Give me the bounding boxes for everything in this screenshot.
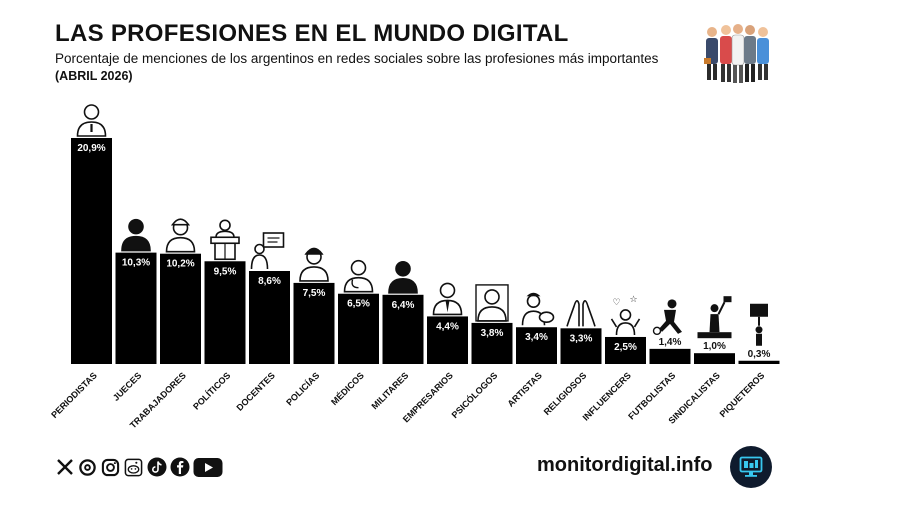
bar-periodistas [71,138,112,364]
bar-jueces [115,252,157,364]
judge-icon [121,218,151,252]
category-label: DOCENTES [234,370,276,412]
facebook-icon[interactable] [169,457,190,478]
category-label: JUECES [111,370,144,403]
bars [71,138,780,364]
worker-icon [165,218,196,253]
category-label: MILITARES [370,370,411,411]
bar-trabajadores [160,253,201,364]
businessman-icon [432,282,463,316]
value-label: 1,4% [659,337,682,348]
influencer-icon: ♡ ☆ [610,295,641,335]
bar-empresarios [427,316,468,364]
value-label: 10,3% [122,258,150,269]
value-label: 6,4% [392,300,415,311]
chart-subtitle: Porcentaje de menciones de los argentino… [55,51,659,66]
bar-artistas [516,327,557,364]
category-label: PIQUETEROS [718,370,767,419]
bar-médicos [338,293,379,364]
psychologist-icon [475,284,509,322]
bar-militares [382,294,424,364]
value-label: 8,6% [258,276,281,287]
reddit-icon[interactable] [123,457,144,478]
artist-icon [521,292,555,326]
bar-docentes [249,271,290,364]
category-label: ARTISTAS [505,370,543,408]
value-label: 1,0% [703,341,726,352]
value-label: 9,5% [214,266,237,277]
bar-influencers [605,336,646,364]
bar-piqueteros [738,360,780,364]
bar-psicólogos [471,322,513,364]
police-icon [299,247,329,282]
bar-futbolistas [649,348,691,364]
value-labels: 20,9% 10,3% 10,2% 9,5% 8,6% 7,5% 6,5% 6,4% 4,4% 3… [77,143,770,360]
threads-icon[interactable] [77,457,98,478]
praying-hands-icon [566,300,596,327]
chart-date: (ABRIL 2026) [55,69,133,83]
politician-icon [210,219,240,261]
protester-icon [750,303,768,346]
youtube-icon[interactable] [192,457,224,478]
category-label: PSICÓLOGOS [449,370,500,421]
value-label: 7,5% [303,288,326,299]
site-url[interactable]: monitordigital.info [537,454,713,476]
doctor-icon [343,259,374,293]
bar-políticos [204,261,246,364]
category-label: MÉDICOS [329,370,366,407]
teacher-icon [250,232,285,270]
category-label: PERIODISTAS [49,370,99,420]
social-icons [54,456,224,478]
value-label: 10,2% [166,259,194,270]
svg-text:☆: ☆ [630,295,638,305]
instagram-icon[interactable] [100,457,121,478]
category-label: POLICÍAS [284,370,321,407]
professionals-group-icon [704,24,769,83]
monitor-logo-icon [730,446,772,488]
value-label: 3,3% [570,333,593,344]
value-label: 2,5% [614,342,637,353]
journalist-icon [76,104,107,137]
bar-icons: ♡ ☆ [76,104,768,346]
category-label: POLÍTICOS [191,370,232,411]
chart-title: LAS PROFESIONES EN EL MUNDO DIGITAL [55,20,569,47]
category-label: FUTBOLISTAS [626,370,677,421]
bar-policías [293,282,335,364]
tiktok-icon[interactable] [146,457,167,478]
x-icon[interactable] [54,457,75,478]
footballer-icon [652,299,682,336]
value-label: 6,5% [347,299,370,310]
value-label: 0,3% [748,349,771,360]
value-label: 20,9% [77,143,105,154]
svg-text:♡: ♡ [613,298,621,308]
category-label: INFLUENCERS [581,370,633,422]
soldier-icon [388,260,418,294]
unionist-icon [697,296,732,339]
category-label: RELIGIOSOS [542,370,589,417]
value-label: 3,4% [525,332,548,343]
value-label: 3,8% [481,328,504,339]
bar-sindicalistas [694,353,735,364]
value-label: 4,4% [436,321,459,332]
bar-religiosos [560,328,602,364]
